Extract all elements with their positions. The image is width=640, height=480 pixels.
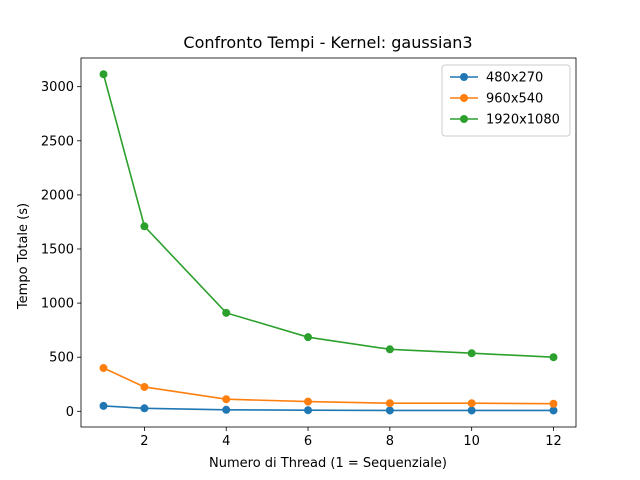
y-tick-label: 0: [66, 405, 74, 420]
data-point: [385, 406, 394, 415]
data-point: [222, 395, 231, 404]
data-point: [304, 397, 313, 406]
y-tick-label: 2000: [41, 188, 74, 203]
y-tick-label: 500: [49, 351, 74, 366]
data-point: [140, 382, 149, 391]
data-point: [385, 399, 394, 408]
x-axis-label: Numero di Thread (1 = Sequenziale): [209, 456, 447, 471]
data-point: [467, 399, 476, 408]
legend-marker: [460, 73, 468, 81]
data-point: [385, 345, 394, 354]
data-point: [549, 353, 558, 362]
chart-title: Confronto Tempi - Kernel: gaussian3: [183, 33, 472, 52]
data-point: [222, 405, 231, 414]
data-point: [467, 349, 476, 358]
y-tick-label: 1000: [41, 297, 74, 312]
legend-marker: [460, 94, 468, 102]
series-960x540: [99, 364, 558, 408]
data-point: [304, 406, 313, 415]
x-tick-label: 8: [386, 434, 394, 449]
series-480x270: [99, 401, 558, 415]
data-point: [549, 399, 558, 408]
data-point: [222, 308, 231, 317]
data-point: [140, 222, 149, 231]
data-point: [99, 364, 108, 373]
x-tick-label: 12: [545, 434, 562, 449]
axes-frame: [80, 57, 577, 428]
data-point: [467, 406, 476, 415]
legend: 480x270 960x540 1920x1080: [441, 64, 571, 137]
x-tick-label: 6: [304, 434, 312, 449]
x-tick-label: 4: [222, 434, 230, 449]
data-point: [99, 70, 108, 79]
data-point: [549, 406, 558, 415]
x-tick-label: 10: [463, 434, 480, 449]
y-tick-label: 1500: [41, 242, 74, 257]
data-point: [304, 333, 313, 342]
x-tick-label: 2: [140, 434, 148, 449]
y-tick-label: 2500: [41, 134, 74, 149]
data-point: [140, 404, 149, 413]
y-axis-label: Tempo Totale (s): [16, 203, 31, 310]
legend-label: 480x270: [486, 71, 543, 86]
y-tick-label: 3000: [41, 80, 74, 95]
legend-label: 960x540: [486, 92, 543, 107]
legend-marker: [460, 115, 468, 123]
plot-area: 2 4 6 8 10 12 0 500 1000 1500 2000 2500 3000 480x270 9…: [41, 57, 577, 449]
legend-label: 1920x1080: [486, 113, 560, 128]
series-1920x1080: [99, 70, 558, 362]
data-point: [99, 401, 108, 410]
